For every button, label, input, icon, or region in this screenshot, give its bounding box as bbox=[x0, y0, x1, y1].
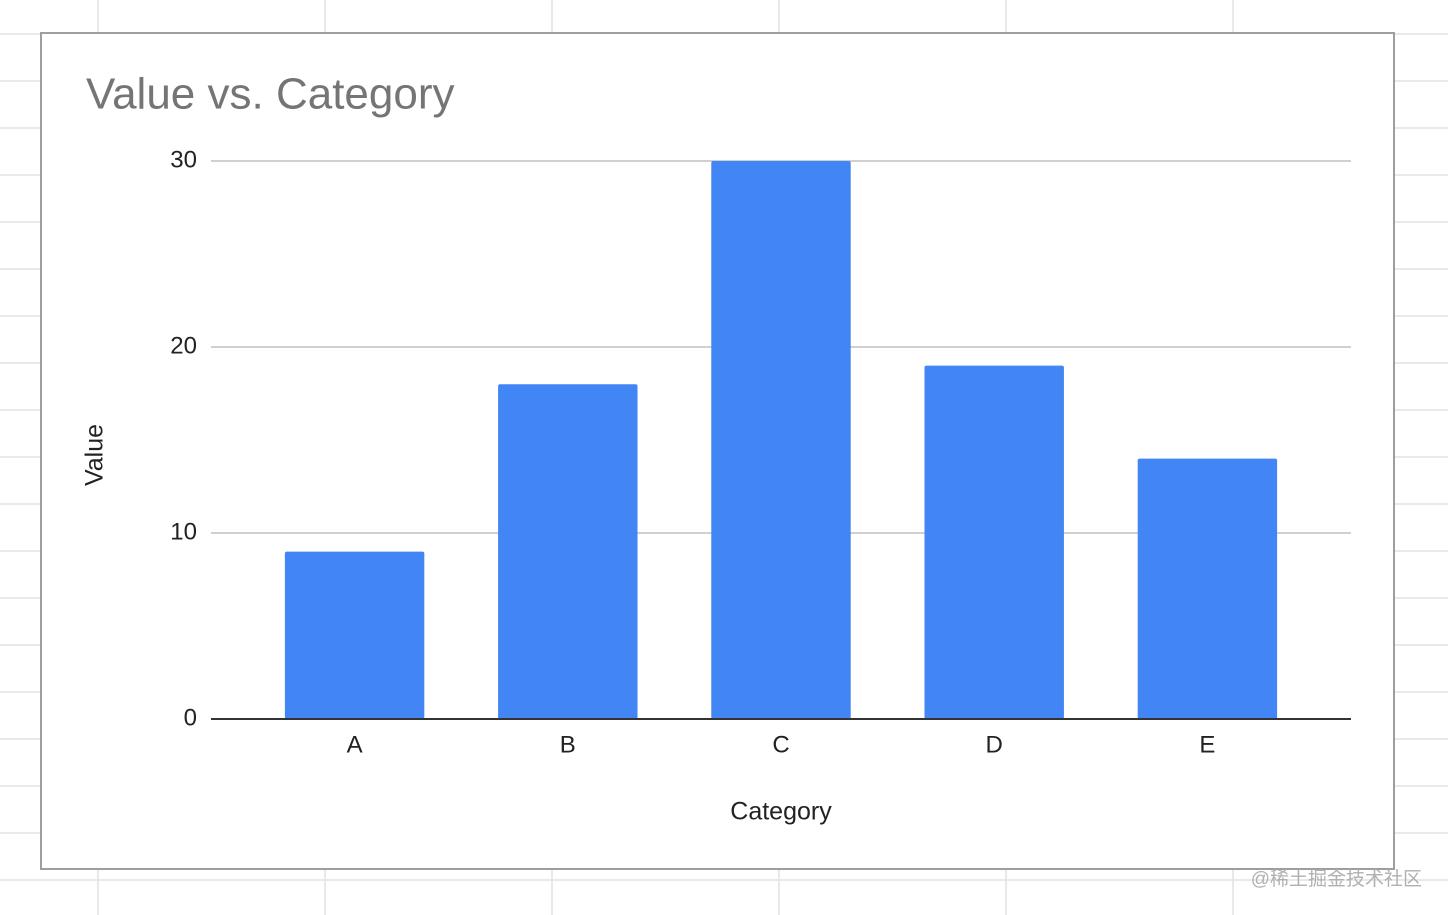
watermark: @稀土掘金技术社区 bbox=[1251, 868, 1422, 890]
x-tick-label: A bbox=[347, 731, 363, 758]
bar bbox=[1137, 458, 1278, 719]
x-axis-title: Category bbox=[730, 798, 832, 826]
x-tick-label: B bbox=[560, 731, 576, 758]
y-axis-title: Value bbox=[81, 424, 109, 486]
x-tick-label: E bbox=[1199, 731, 1215, 758]
bar bbox=[711, 161, 851, 719]
chart-title: Value vs. Category bbox=[86, 70, 454, 119]
bar bbox=[498, 384, 638, 719]
x-tick-label: D bbox=[986, 731, 1003, 758]
y-tick-label: 10 bbox=[170, 518, 197, 545]
bar bbox=[924, 365, 1064, 719]
y-tick-label: 30 bbox=[170, 146, 197, 173]
y-tick-label: 0 bbox=[184, 704, 197, 731]
bar bbox=[284, 551, 425, 719]
x-tick-label: C bbox=[772, 731, 789, 758]
y-tick-label: 20 bbox=[170, 332, 197, 359]
